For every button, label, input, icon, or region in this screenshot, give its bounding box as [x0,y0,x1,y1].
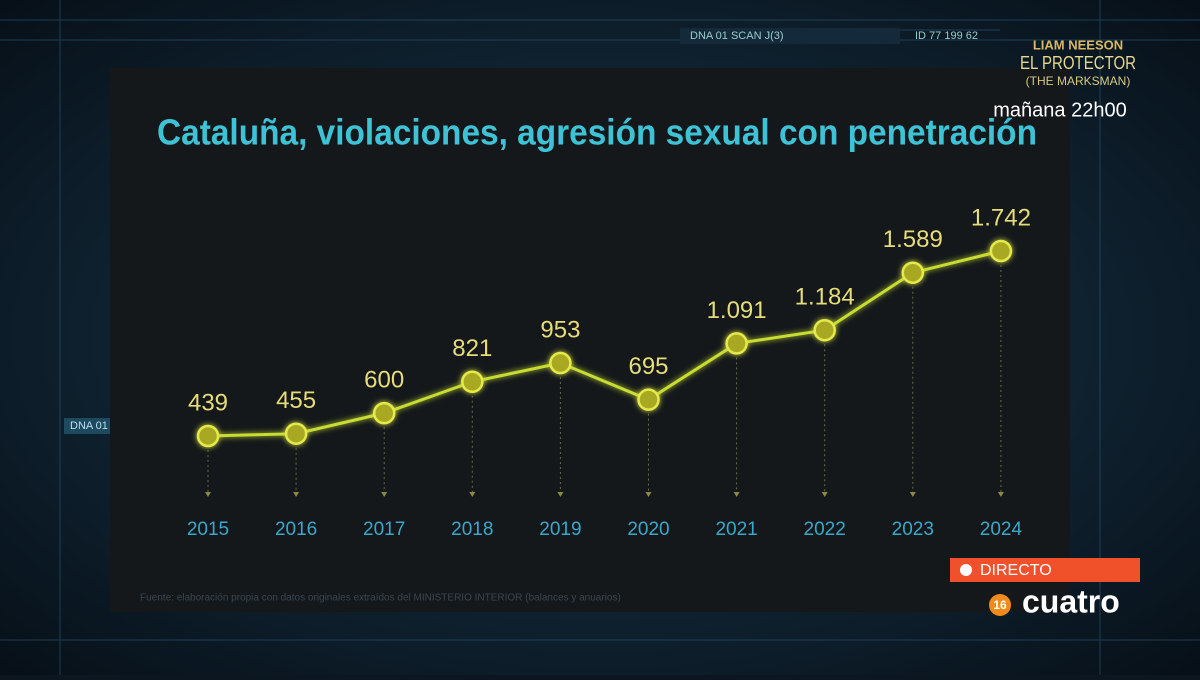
x-tick-label: 2023 [892,519,934,540]
marker [989,239,1013,263]
value-label: 821 [452,335,492,362]
drop-arrow [205,492,211,497]
promo-actor: LIAM NEESON [1033,37,1123,52]
plot: 2015 2016 2017 2018 2019 2020 2021 2022 2023 2024… [187,204,1031,540]
live-bar [950,558,1140,582]
marker [549,351,572,375]
chart-title: Cataluña, violaciones, agresión sexual c… [157,112,1037,153]
bg-scan: DNA 01 SCAN J(3) [690,30,784,42]
marker [901,261,925,284]
promo-time: mañana 22h00 [993,99,1126,121]
x-tick-label: 2021 [715,519,757,540]
marker [196,424,220,448]
rating: 16 [993,598,1007,612]
promo-title: EL PROTECTOR [1020,53,1136,73]
drop-arrow [557,492,564,497]
rating-badge [989,594,1011,616]
x-tick-label: 2022 [804,519,846,540]
drop-arrow [821,492,828,497]
drop-arrow [733,492,740,497]
drop-arrow [909,492,916,497]
chart-panel [110,68,1070,612]
value-label: 1.091 [707,297,767,324]
promo-subtitle: (THE MARKSMAN) [1026,74,1131,88]
marker [725,332,748,355]
marker [461,370,484,394]
bg-id: ID 77 199 62 [915,30,978,42]
source-note: Fuente: elaboración propia con datos ori… [140,593,621,604]
x-tick-label: 2024 [980,519,1023,540]
x-tick-label: 2020 [627,519,669,540]
channel-logo: cuatro [1022,583,1120,619]
x-tick-label: 2019 [539,519,581,540]
value-label: 1.184 [795,284,855,311]
live-label: DIRECTO [980,562,1052,579]
value-label: 600 [364,366,404,393]
marker [372,401,396,425]
line [207,249,1002,438]
x-tick-label: 2016 [275,519,317,540]
bg-dna: DNA 01 [70,420,108,432]
value-label: 455 [276,387,316,414]
live-dot [960,564,972,576]
drop-arrow [381,492,388,497]
bg-panel [680,28,900,44]
drop-arrow [469,492,476,497]
x-tick-label: 2017 [363,519,405,540]
value-label: 695 [628,353,668,380]
drop-arrow [645,492,652,497]
x-tick-label: 2015 [187,519,229,540]
bg-panel [64,418,110,434]
drop-arrow [293,492,300,497]
x-tick-label: 2018 [451,519,493,540]
value-label: 1.589 [883,226,943,253]
marker [284,422,308,445]
value-label: 1.742 [971,204,1031,231]
value-label: 953 [540,316,580,343]
marker [813,318,836,342]
value-label: 439 [188,389,228,416]
drop-arrow [997,492,1004,497]
marker [637,388,660,411]
